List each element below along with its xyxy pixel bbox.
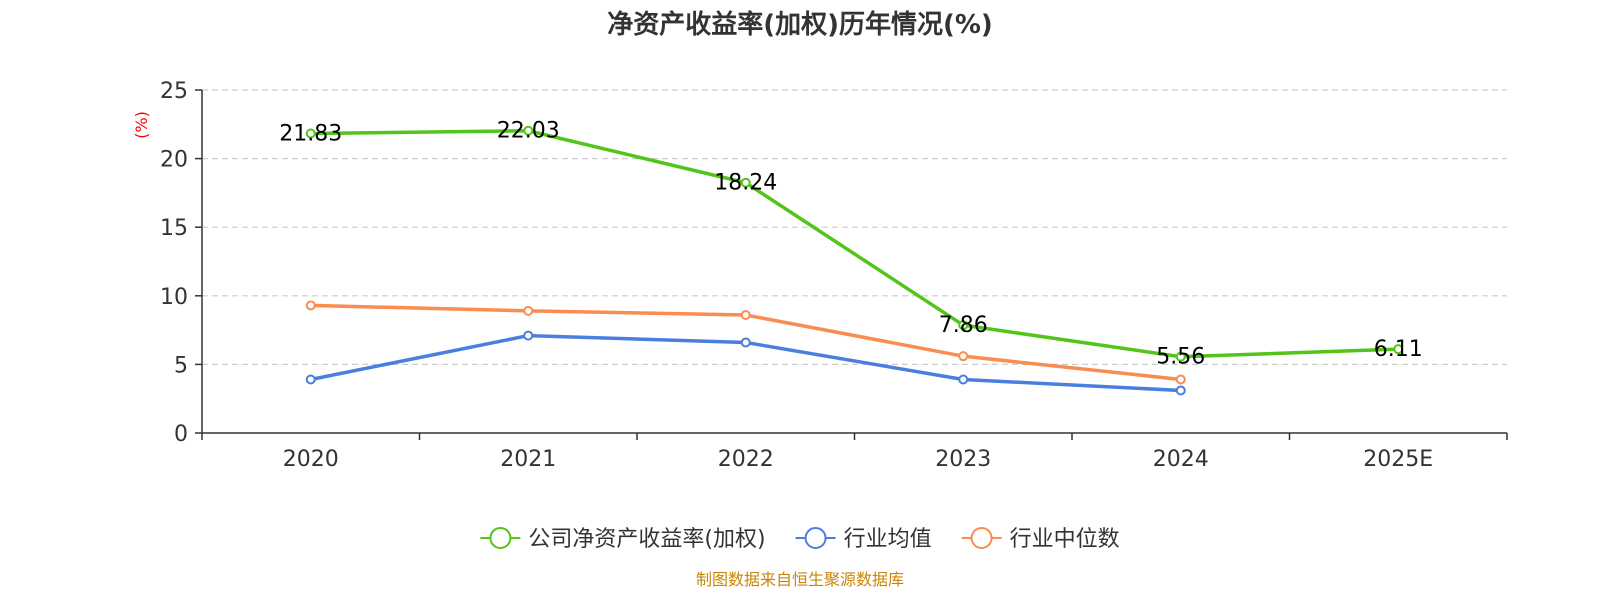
legend-item-2: 行业中位数 [961,527,1120,552]
x-tick-label: 2021 [500,447,556,472]
x-tick-label: 2025E [1363,447,1433,472]
legend-marker [970,527,993,549]
y-axis-label: (%) [132,111,151,139]
data-point [1175,374,1186,385]
data-label: 22.03 [497,119,560,144]
legend-label: 行业均值 [844,527,932,552]
x-tick-label: 2023 [935,447,991,472]
data-point [740,177,751,188]
legend-item-1: 行业均值 [795,527,932,552]
data-point [523,305,534,316]
data-label: 18.24 [714,171,777,196]
data-point [958,351,969,362]
data-point [1175,351,1186,362]
data-point [523,330,534,341]
data-point [305,128,316,139]
legend-marker [489,527,512,549]
legend-label: 公司净资产收益率(加权) [528,527,765,552]
data-point [1175,385,1186,396]
data-point [740,337,751,348]
data-point [958,320,969,331]
x-tick-label: 2024 [1153,447,1209,472]
data-point [740,310,751,321]
data-point [1393,344,1404,355]
y-tick-label: 0 [174,422,188,447]
legend-marker [804,527,827,549]
y-tick-label: 15 [160,216,188,241]
y-tick-label: 20 [160,148,188,173]
x-tick-label: 2020 [283,447,339,472]
y-tick-label: 10 [160,285,188,310]
data-labels: 21.83 22.03 18.24 7.86 5.56 6.11 [279,119,1422,370]
legend: 公司净资产收益率(加权) 行业均值 行业中位数 [480,527,1120,552]
gridlines [202,89,1507,365]
data-label: 6.11 [1374,337,1423,362]
y-tick-label: 25 [160,79,188,104]
legend-item-0: 公司净资产收益率(加权) [480,527,766,552]
series-lines [305,125,1404,396]
series-line-0 [310,128,1399,359]
axes: 0 5 10 15 20 25 2020 2021 2022 2023 2024 2025E [160,79,1508,472]
x-tick-label: 2022 [718,447,774,472]
data-point [305,300,316,311]
data-label: 7.86 [939,313,988,338]
data-point [523,125,534,136]
legend-label: 行业中位数 [1010,527,1120,552]
data-point [305,374,316,385]
y-tick-label: 5 [174,353,188,378]
data-label: 5.56 [1156,345,1205,370]
data-label: 21.83 [279,121,342,146]
data-point [958,374,969,385]
chart-title: 净资产收益率(加权)历年情况(%) [607,9,993,40]
source-note: 制图数据来自恒生聚源数据库 [696,570,904,589]
